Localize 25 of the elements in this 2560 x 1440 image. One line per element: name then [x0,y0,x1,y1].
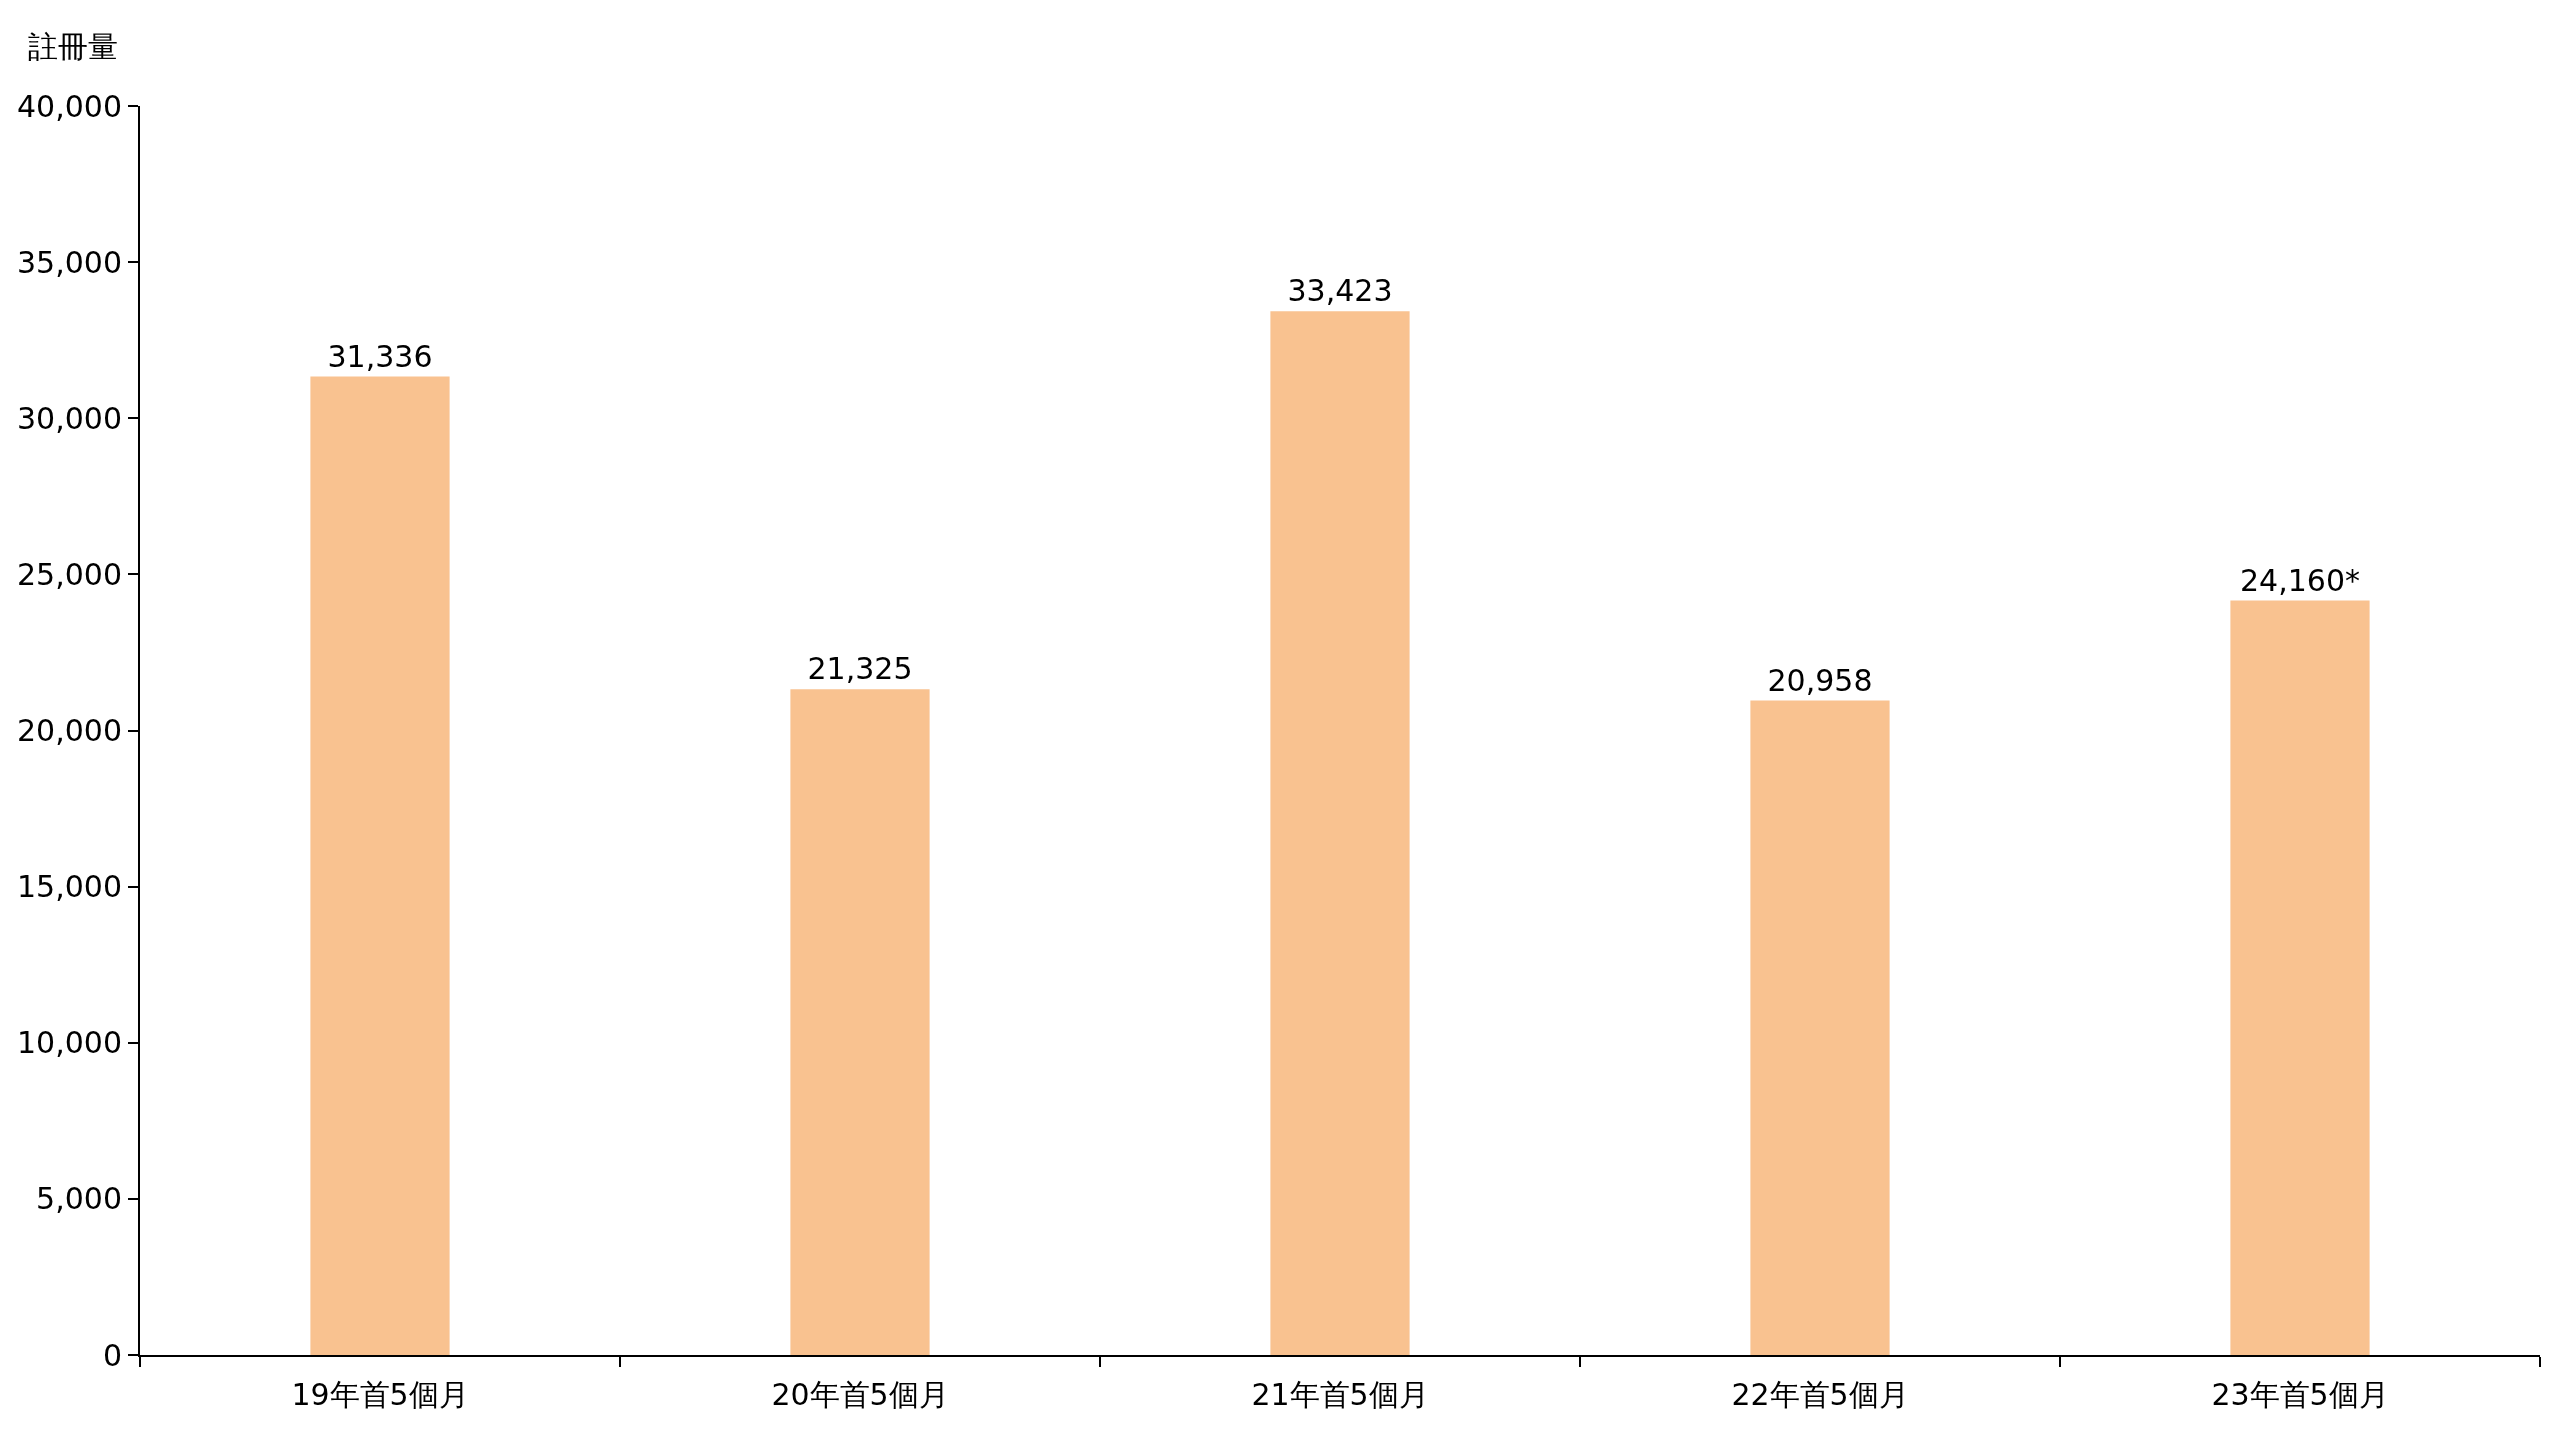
y-tick-label: 35,000 [17,244,122,280]
bar [2230,600,2370,1355]
data-label: 24,160* [2240,562,2360,598]
bar [310,376,450,1355]
data-label: 31,336 [327,338,433,374]
y-tick-label: 5,000 [36,1181,122,1217]
x-tick-label: 23年首5個月 [2211,1377,2389,1412]
bar [1270,311,1410,1355]
y-tick-label: 0 [102,1337,122,1373]
data-label: 21,325 [807,651,913,687]
y-axis-title: 註冊量 [28,29,118,64]
y-tick-label: 25,000 [17,556,122,592]
bar [1750,700,1890,1355]
y-tick-label: 40,000 [17,88,122,124]
y-tick-label: 10,000 [17,1025,122,1061]
data-label: 33,423 [1287,273,1393,309]
x-tick-label: 21年首5個月 [1251,1377,1429,1412]
bar [790,689,930,1355]
data-label: 20,958 [1767,662,1873,698]
y-tick-label: 15,000 [17,869,122,905]
y-tick-label: 20,000 [17,713,122,748]
x-tick-label: 19年首5個月 [291,1377,469,1412]
y-tick-label: 30,000 [17,400,122,436]
x-tick-label: 20年首5個月 [771,1377,949,1412]
x-tick-label: 22年首5個月 [1731,1377,1909,1412]
